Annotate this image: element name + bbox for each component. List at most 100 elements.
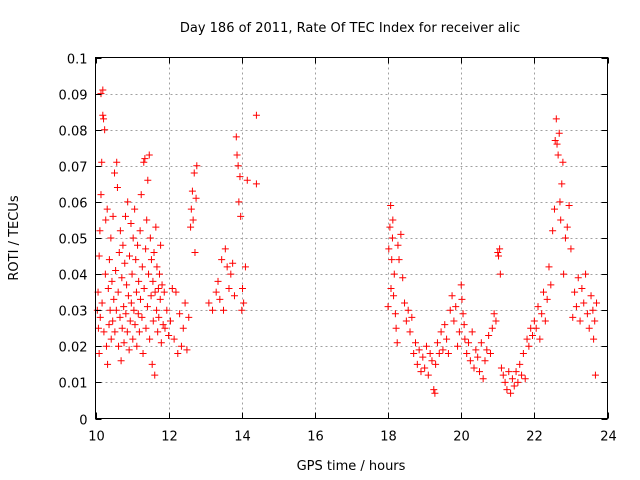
data-point [565, 202, 573, 210]
data-point [412, 339, 419, 347]
data-point [432, 360, 440, 368]
data-point [494, 248, 502, 256]
data-point [157, 339, 165, 347]
data-point [454, 342, 462, 350]
data-point [126, 252, 134, 260]
data-point [154, 328, 162, 336]
data-point [190, 169, 198, 177]
data-point [143, 216, 151, 224]
data-point [399, 274, 407, 282]
data-point [450, 317, 458, 325]
y-tick-label: 0.09 [59, 89, 88, 104]
data-point [156, 295, 164, 303]
data-point [461, 335, 469, 343]
data-point [476, 368, 483, 376]
data-point [479, 375, 487, 383]
data-point [505, 368, 513, 376]
data-point [486, 350, 494, 358]
data-point [102, 216, 110, 224]
data-point [141, 155, 149, 163]
data-point [239, 285, 247, 293]
data-point [497, 364, 505, 372]
data-point [146, 335, 154, 343]
data-point [96, 227, 104, 235]
data-point [160, 288, 168, 296]
data-point [397, 230, 405, 238]
data-point [130, 306, 138, 314]
data-point [582, 270, 590, 278]
data-point [127, 299, 135, 307]
data-point [485, 331, 493, 339]
x-tick-label: 10 [88, 430, 105, 445]
data-point [152, 223, 160, 231]
data-point [105, 256, 113, 264]
data-point [589, 306, 597, 314]
data-point [389, 216, 397, 224]
data-point [106, 306, 114, 314]
data-point [100, 115, 108, 123]
y-tick-label: 0.06 [59, 197, 88, 212]
data-point [109, 212, 117, 220]
data-point [125, 346, 133, 354]
data-point [113, 183, 121, 191]
data-point [129, 234, 137, 242]
data-point [136, 295, 144, 303]
data-point [452, 303, 460, 311]
data-point [235, 198, 243, 206]
data-point [103, 205, 111, 213]
data-point [541, 317, 549, 325]
data-point [155, 313, 163, 321]
data-point [534, 303, 542, 311]
data-point [404, 306, 412, 314]
data-point [121, 259, 129, 267]
data-point [234, 162, 242, 170]
data-point [459, 310, 467, 318]
data-point [238, 306, 246, 314]
data-point [191, 248, 199, 256]
axes: 10 12 14 16 18 20 22 24 0 0.01 0.02 0.03 0.04 0.05 0.0… [59, 53, 617, 445]
plot-frame [95, 57, 608, 419]
data-point [591, 317, 599, 325]
data-point [391, 310, 399, 318]
data-point [388, 256, 396, 264]
data-point [463, 350, 471, 358]
data-point [145, 270, 153, 278]
data-point [490, 310, 498, 318]
data-point [102, 342, 110, 350]
data-point [387, 202, 395, 210]
x-tick-label: 22 [526, 430, 543, 445]
y-tick-label: 0.04 [59, 269, 88, 284]
data-point [134, 241, 142, 249]
data-point [426, 350, 434, 358]
data-point [433, 339, 441, 347]
data-point [168, 285, 176, 293]
data-point [428, 357, 436, 365]
data-point [590, 335, 598, 343]
data-point [128, 270, 136, 278]
data-point [572, 303, 580, 311]
data-point [109, 317, 117, 325]
data-point [124, 198, 132, 206]
data-point [576, 317, 584, 325]
data-point [126, 317, 134, 325]
data-point [220, 306, 227, 314]
data-point [104, 360, 112, 368]
y-axis-label: ROTI / TECUs [7, 195, 22, 280]
data-point [151, 371, 159, 379]
data-point [116, 313, 124, 321]
data-point [593, 299, 601, 307]
data-point [561, 234, 569, 242]
data-point [547, 281, 555, 289]
data-point [477, 339, 485, 347]
x-tick-label: 16 [307, 430, 324, 445]
data-point [174, 350, 182, 358]
data-point [209, 306, 217, 314]
data-point [98, 299, 106, 307]
data-point [193, 162, 201, 170]
data-point [538, 310, 546, 318]
data-point [192, 194, 200, 202]
data-point [127, 220, 135, 228]
data-point [496, 270, 504, 278]
data-point [402, 317, 410, 325]
